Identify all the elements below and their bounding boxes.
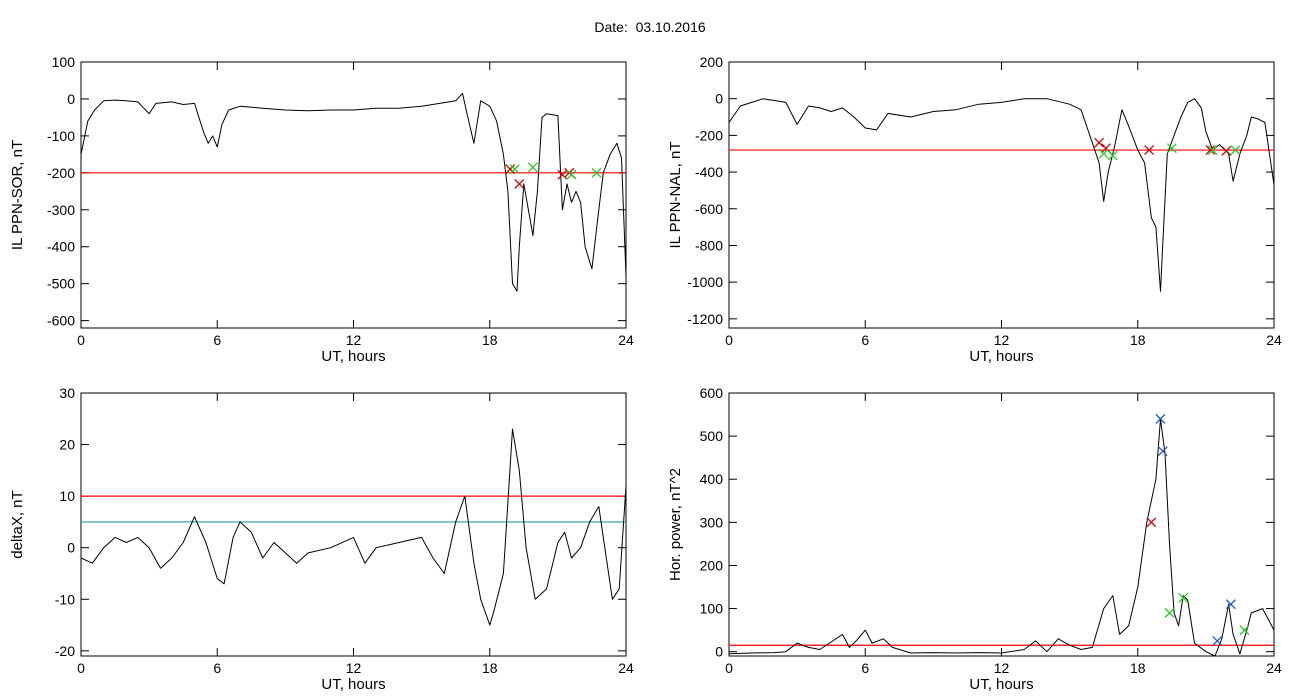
panel-3-ytick-label-0: 30: [59, 385, 75, 401]
panel-1-marker-4: [557, 169, 568, 180]
panel-3-xtick-label-2: 12: [346, 660, 362, 676]
panel-2-marker-5: [1166, 143, 1177, 154]
panel-3-xtick-label-0: 0: [77, 660, 85, 676]
panel-4-marker-2: [1157, 446, 1168, 457]
panel-3-xtick-label-1: 6: [213, 660, 221, 676]
panel-4-xtick-label-0: 0: [725, 660, 733, 676]
panel-2-marker-3: [1107, 150, 1118, 161]
panel-1-ytick-label-1: 0: [67, 91, 75, 107]
panel-3-ytick-label-5: -20: [55, 643, 75, 659]
panel-1-series-0: [80, 92, 627, 292]
panel-2-xtick-label-2: 12: [994, 332, 1010, 348]
panel-1-frame: [80, 61, 627, 329]
panel-4-xlabel: UT, hours: [969, 676, 1033, 693]
panel-2-marker-0: [1094, 137, 1105, 148]
panel-4-series-0: [728, 418, 1275, 657]
panel-2-ytick-label-3: -400: [695, 164, 723, 180]
panel-1-marker-6: [566, 169, 577, 180]
panel-1-marker-1: [514, 178, 525, 189]
panel-1-marker-3: [527, 162, 538, 173]
panel-3-ytick-label-1: 20: [59, 437, 75, 453]
panel-4-xtick-label-2: 12: [994, 660, 1010, 676]
panel-2-marker-6: [1205, 145, 1216, 156]
panel-3-ylabel: deltaX, nT: [9, 490, 26, 558]
panel-4-xtick-label-4: 24: [1266, 660, 1282, 676]
panel-4-marker-5: [1212, 635, 1223, 646]
panel-3-xtick-label-3: 18: [482, 660, 498, 676]
panel-2-ylabel: IL PPN-NAL, nT: [667, 142, 684, 249]
panel-1-marker-0: [505, 164, 516, 175]
panel-2-ytick-label-5: -800: [695, 237, 723, 253]
panel-4-marker-0: [1146, 517, 1157, 528]
panel-2-marker-9: [1230, 145, 1241, 156]
panel-4-ytick-label-5: 100: [700, 601, 724, 617]
panel-3-frame: [80, 392, 627, 657]
panel-1-ytick-label-6: -500: [47, 276, 75, 292]
panel-4-ytick-label-0: 600: [700, 385, 724, 401]
panel-1-ytick-label-4: -300: [47, 202, 75, 218]
panel-2-xlabel: UT, hours: [969, 348, 1033, 365]
panel-3-ytick-label-2: 10: [59, 488, 75, 504]
panel-2-xtick-label-0: 0: [725, 332, 733, 348]
panel-3-ytick-label-3: 0: [67, 540, 75, 556]
panel-1-ytick-label-7: -600: [47, 313, 75, 329]
panel-4-ytick-label-3: 300: [700, 514, 724, 530]
panel-2-ytick-label-0: 200: [700, 54, 724, 70]
panel-4-ytick-label-1: 500: [700, 428, 724, 444]
panel-3-series-0: [80, 428, 627, 626]
panel-1-ytick-label-3: -200: [47, 165, 75, 181]
panel-1-ytick-label-5: -400: [47, 239, 75, 255]
panel-1-xlabel: UT, hours: [321, 348, 385, 365]
panel-2-xtick-label-4: 24: [1266, 332, 1282, 348]
panel-4-marker-4: [1178, 592, 1189, 603]
panel-1-xtick-label-4: 24: [618, 332, 634, 348]
panel-1-xtick-label-0: 0: [77, 332, 85, 348]
panel-1-marker-2: [509, 164, 520, 175]
panel-3-xlabel: UT, hours: [321, 676, 385, 693]
panel-2-series-0: [728, 98, 1275, 292]
panel-4-marker-6: [1225, 599, 1236, 610]
panel-4-xtick-label-1: 6: [861, 660, 869, 676]
panel-1-xtick-label-1: 6: [213, 332, 221, 348]
panel-3-xtick-label-4: 24: [618, 660, 634, 676]
panel-1-xtick-label-2: 12: [346, 332, 362, 348]
panel-1-ytick-label-2: -100: [47, 128, 75, 144]
panel-2-xtick-label-3: 18: [1130, 332, 1146, 348]
panel-2-ytick-label-4: -600: [695, 201, 723, 217]
panel-1-marker-7: [591, 167, 602, 178]
panel-2-ytick-label-2: -200: [695, 127, 723, 143]
panel-4-ytick-label-6: 0: [715, 644, 723, 660]
panel-2-xtick-label-1: 6: [861, 332, 869, 348]
panel-2-marker-4: [1144, 145, 1155, 156]
panel-1-ytick-label-0: 100: [52, 54, 76, 70]
panel-4-ytick-label-2: 400: [700, 471, 724, 487]
panel-4-marker-3: [1164, 607, 1175, 618]
panel-2-marker-7: [1207, 145, 1218, 156]
panel-2-marker-8: [1221, 146, 1232, 156]
figure-title: Date: 03.10.2016: [594, 19, 706, 35]
panel-4-marker-1: [1155, 413, 1166, 424]
panel-4-ylabel: Hor. power, nT^2: [667, 468, 684, 581]
panel-4-ytick-label-4: 200: [700, 557, 724, 573]
panel-2-ytick-label-7: -1200: [687, 311, 723, 327]
panel-4-marker-7: [1239, 625, 1250, 636]
panel-4-frame: [728, 392, 1275, 657]
panel-3-ytick-label-4: -10: [55, 591, 75, 607]
panel-2-ytick-label-6: -1000: [687, 274, 723, 290]
panel-4-xtick-label-3: 18: [1130, 660, 1146, 676]
panel-1-ylabel: IL PPN-SOR, nT: [9, 140, 26, 250]
panel-2-marker-2: [1098, 148, 1109, 159]
panel-2-ytick-label-1: 0: [715, 91, 723, 107]
panel-1-xtick-label-3: 18: [482, 332, 498, 348]
